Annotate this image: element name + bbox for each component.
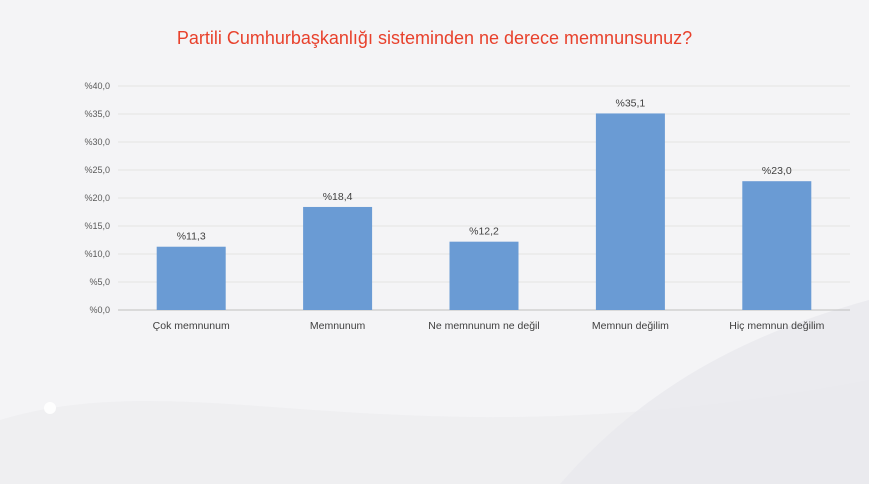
bar [742,181,812,310]
y-tick-label: %15,0 [84,221,110,231]
category-label: Memnunum [310,320,366,332]
chart-title: Partili Cumhurbaşkanlığı sisteminden ne … [176,28,693,48]
y-tick-label: %30,0 [84,137,110,147]
y-tick-label: %25,0 [84,165,110,175]
data-label: %11,3 [177,231,206,243]
y-tick-label: %20,0 [84,193,110,203]
data-label: %23,0 [762,165,792,177]
bar [595,113,665,310]
category-label: Çok memnunum [153,320,230,332]
data-label: %35,1 [616,97,646,109]
category-label: Hiç memnun değilim [729,320,824,332]
y-tick-label: %0,0 [89,305,110,315]
data-label: %12,2 [469,226,499,238]
y-tick-label: %5,0 [89,277,110,287]
category-label: Ne memnunum ne değil [428,320,539,332]
y-tick-label: %10,0 [84,249,110,259]
bar [449,241,519,310]
y-tick-label: %35,0 [84,109,110,119]
data-label: %18,4 [323,191,353,203]
category-label: Memnun değilim [592,320,669,332]
y-tick-label: %40,0 [84,81,110,91]
bar [303,206,373,310]
bar [156,246,226,310]
